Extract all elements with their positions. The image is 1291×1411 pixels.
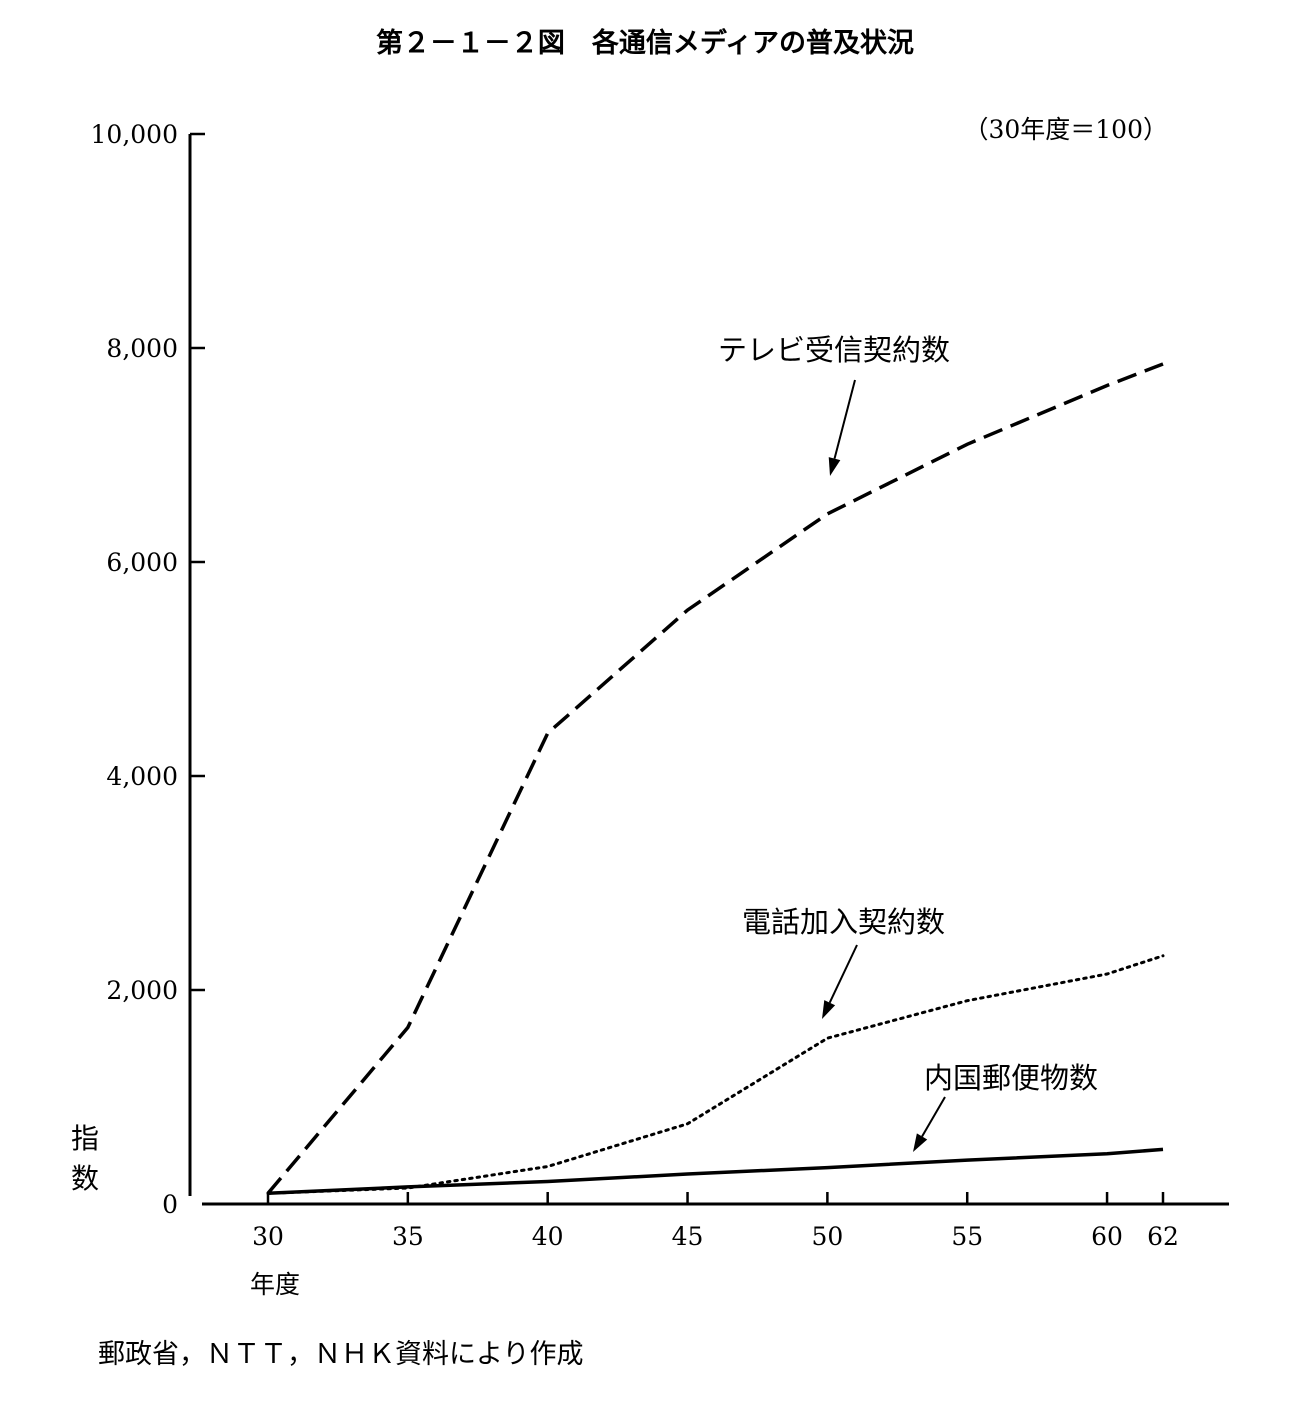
x-tick-label: 62 — [1147, 1222, 1179, 1251]
chart-note: （30年度＝100） — [963, 115, 1168, 144]
series-label-telephone: 電話加入契約数 — [742, 905, 945, 939]
mail-label-arrow — [913, 1096, 946, 1152]
x-tick-label: 45 — [672, 1222, 704, 1251]
series-line-telephone — [266, 954, 1165, 1195]
x-tick-label: 50 — [811, 1222, 843, 1251]
x-tick-label: 55 — [951, 1222, 983, 1251]
axis-ticks: 0 2,000 4,000 6,000 8,000 10,000 30 35 40 45 50 55 6… — [91, 120, 1179, 1251]
series-line-mail — [267, 1147, 1164, 1196]
y-tick-label: 4,000 — [106, 762, 178, 791]
series-label-tv: テレビ受信契約数 — [718, 333, 950, 367]
y-tick-label: 2,000 — [106, 976, 178, 1005]
tv-label-arrow-shaft — [833, 379, 856, 459]
tv-label-arrow — [828, 379, 856, 476]
y-tick-label: 8,000 — [106, 334, 178, 363]
x-axis-label: 年度 — [250, 1270, 300, 1299]
x-tick-label: 40 — [532, 1222, 564, 1251]
telephone-label-arrow — [822, 944, 858, 1019]
source-note: 郵政省，ＮＴＴ，ＮＨＫ資料により作成 — [98, 1339, 583, 1370]
mail-label-arrow-head — [913, 1133, 928, 1152]
chart-title: 第２－１－２図 各通信メディアの普及状況 — [376, 27, 914, 59]
axes — [188, 134, 1229, 1206]
x-tick-label: 30 — [252, 1222, 284, 1251]
x-tick-label: 35 — [392, 1222, 424, 1251]
mail-label-arrow-shaft — [921, 1096, 946, 1137]
series-label-mail: 内国郵便物数 — [924, 1061, 1098, 1095]
tv-label-arrow-head — [828, 457, 841, 476]
y-axis-label-char: 指 — [71, 1122, 99, 1155]
y-tick-label: 0 — [162, 1190, 178, 1219]
label-arrows — [822, 379, 946, 1152]
x-tick-label: 60 — [1091, 1222, 1123, 1251]
y-tick-label: 6,000 — [106, 548, 178, 577]
y-axis-label-char: 数 — [71, 1162, 99, 1195]
series-line-tv — [266, 362, 1164, 1195]
y-axis-label: 指数 — [71, 1122, 99, 1195]
y-tick-label: 10,000 — [91, 120, 178, 149]
telephone-label-arrow-head — [822, 1000, 836, 1019]
telephone-label-arrow-shaft — [828, 944, 858, 1004]
series-lines — [266, 362, 1165, 1196]
